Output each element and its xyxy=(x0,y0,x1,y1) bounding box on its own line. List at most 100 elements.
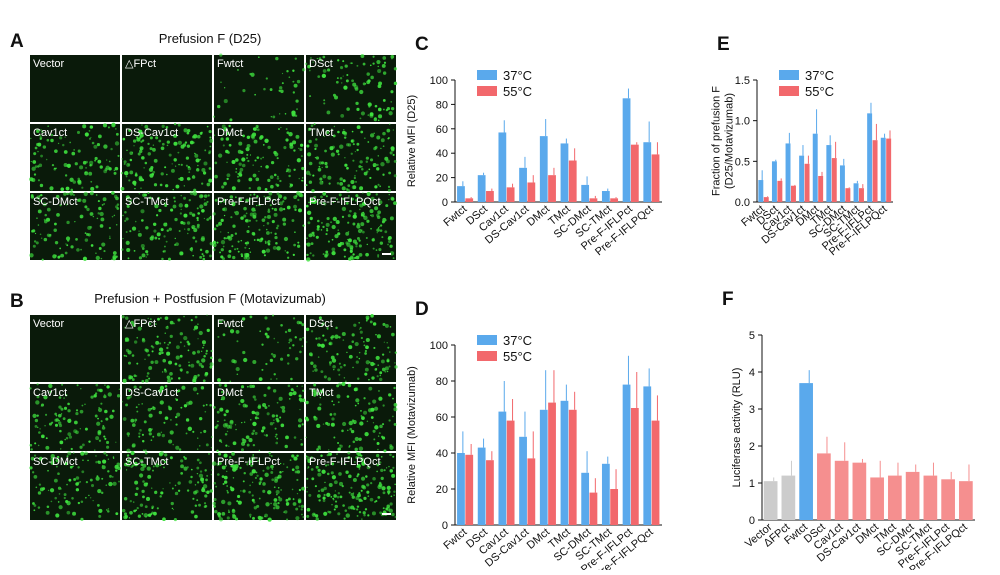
bar xyxy=(651,420,660,525)
cell xyxy=(79,428,81,430)
cell xyxy=(139,149,143,154)
cell xyxy=(55,414,58,417)
cell xyxy=(356,236,360,240)
bar xyxy=(486,460,494,525)
cell xyxy=(173,517,177,522)
cell xyxy=(31,177,36,182)
cell xyxy=(325,350,328,353)
cell xyxy=(127,163,130,166)
cell xyxy=(394,362,396,364)
cell xyxy=(221,396,226,401)
cell xyxy=(322,191,327,196)
cell xyxy=(325,222,330,227)
cell xyxy=(367,514,370,517)
cell xyxy=(201,182,204,185)
cell xyxy=(301,323,305,327)
cell xyxy=(389,453,392,457)
cell xyxy=(111,191,115,195)
cell xyxy=(98,406,100,409)
cell xyxy=(220,398,222,401)
cell xyxy=(131,354,135,357)
cell xyxy=(286,518,289,521)
cell xyxy=(190,319,193,322)
cell xyxy=(257,417,260,419)
cell xyxy=(392,415,394,418)
cell xyxy=(129,158,133,162)
cell xyxy=(279,470,282,474)
x-tick-label: DMct xyxy=(525,203,552,229)
cell xyxy=(365,360,370,365)
cell xyxy=(234,232,238,235)
cell xyxy=(263,393,267,397)
cell xyxy=(240,448,244,452)
cell xyxy=(271,468,274,470)
cell xyxy=(359,330,363,334)
cell xyxy=(256,504,260,508)
cell xyxy=(348,491,351,494)
cell xyxy=(136,362,139,365)
cell xyxy=(352,492,355,494)
cell xyxy=(366,420,369,423)
cell xyxy=(308,139,312,144)
bar xyxy=(622,98,631,202)
cell xyxy=(305,400,309,405)
micrograph-bg xyxy=(122,55,212,122)
cell xyxy=(149,147,153,151)
cell xyxy=(317,472,322,477)
cell xyxy=(185,432,188,435)
cell xyxy=(326,68,331,72)
cell xyxy=(372,362,376,366)
cell xyxy=(311,477,315,481)
bar xyxy=(959,481,973,520)
cell xyxy=(242,89,246,93)
cell xyxy=(151,346,155,349)
cell xyxy=(352,214,357,219)
cell xyxy=(268,216,270,218)
cell xyxy=(286,70,289,73)
cell xyxy=(367,114,370,117)
cell xyxy=(213,405,216,409)
cell xyxy=(163,222,168,227)
cell xyxy=(227,254,232,259)
cell xyxy=(364,367,369,372)
cell xyxy=(306,144,310,148)
cell xyxy=(318,499,321,502)
cell xyxy=(385,204,389,208)
cell xyxy=(276,177,280,180)
cell xyxy=(243,357,248,363)
cell xyxy=(247,225,250,228)
cell xyxy=(158,347,164,352)
cell xyxy=(191,175,196,179)
cell xyxy=(263,254,266,257)
bar xyxy=(457,453,465,525)
cell xyxy=(164,204,168,207)
cell xyxy=(114,127,117,130)
cell xyxy=(372,476,376,481)
cell xyxy=(126,454,130,457)
cell xyxy=(341,429,344,433)
cell xyxy=(237,179,241,183)
cell xyxy=(89,191,94,196)
cell xyxy=(321,181,324,183)
cell xyxy=(39,183,44,188)
cell xyxy=(211,461,217,466)
cell xyxy=(251,498,255,502)
cell xyxy=(173,141,178,146)
cell xyxy=(278,194,283,199)
panel-title: Prefusion + Postfusion F (Motavizumab) xyxy=(94,291,326,306)
cell xyxy=(228,143,232,147)
cell xyxy=(130,418,135,423)
cell xyxy=(136,506,139,510)
cell xyxy=(161,371,164,373)
cell xyxy=(316,57,318,60)
cell xyxy=(319,403,322,406)
cell xyxy=(98,439,102,442)
cell xyxy=(135,406,138,409)
cell xyxy=(296,478,299,482)
cell xyxy=(80,517,84,521)
cell xyxy=(335,219,340,224)
cell xyxy=(344,64,348,68)
cell xyxy=(60,407,64,411)
micrograph-label: Cav1ct xyxy=(33,127,67,139)
cell xyxy=(360,454,363,457)
